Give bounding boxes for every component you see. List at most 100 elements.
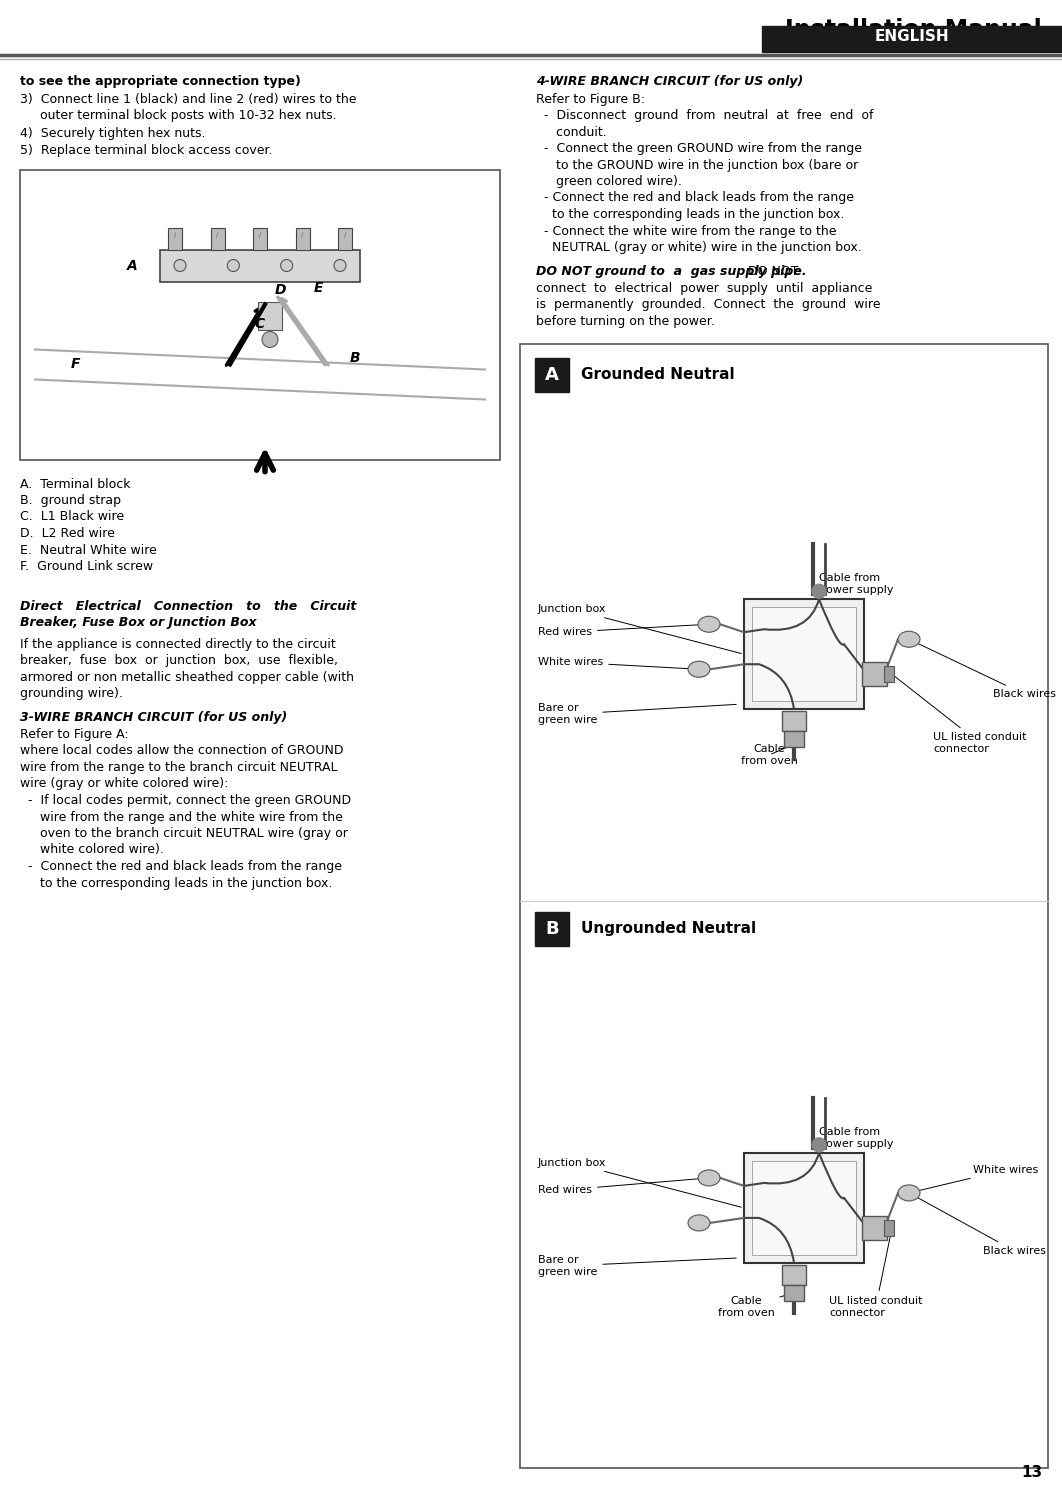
Text: wire from the range to the branch circuit NEUTRAL: wire from the range to the branch circui… bbox=[20, 761, 338, 774]
Text: Breaker, Fuse Box or Junction Box: Breaker, Fuse Box or Junction Box bbox=[20, 616, 257, 629]
Circle shape bbox=[280, 259, 293, 271]
Text: connect  to  electrical  power  supply  until  appliance: connect to electrical power supply until… bbox=[536, 282, 872, 295]
Bar bbox=[784, 1285, 804, 1300]
Text: Bare or
green wire: Bare or green wire bbox=[538, 1255, 736, 1276]
Text: D.  L2 Red wire: D. L2 Red wire bbox=[20, 527, 115, 539]
Text: Cable from
power supply: Cable from power supply bbox=[819, 1126, 893, 1165]
Bar bbox=[752, 1161, 856, 1255]
Text: White wires: White wires bbox=[911, 1165, 1039, 1192]
Text: Direct   Electrical   Connection   to   the   Circuit: Direct Electrical Connection to the Circ… bbox=[20, 599, 357, 613]
Text: E: E bbox=[313, 280, 323, 295]
Circle shape bbox=[335, 259, 346, 271]
Bar bbox=[744, 599, 864, 709]
Text: A: A bbox=[545, 366, 559, 383]
Text: to the corresponding leads in the junction box.: to the corresponding leads in the juncti… bbox=[20, 876, 332, 890]
Circle shape bbox=[812, 584, 826, 598]
Bar bbox=[258, 301, 282, 330]
Text: C.  L1 Black wire: C. L1 Black wire bbox=[20, 511, 124, 523]
Circle shape bbox=[174, 259, 186, 271]
Text: - Connect the red and black leads from the range: - Connect the red and black leads from t… bbox=[536, 192, 854, 205]
Text: to the corresponding leads in the junction box.: to the corresponding leads in the juncti… bbox=[536, 208, 844, 222]
Text: Junction box: Junction box bbox=[538, 604, 741, 653]
Text: where local codes allow the connection of GROUND: where local codes allow the connection o… bbox=[20, 745, 343, 758]
Bar bbox=[782, 1264, 806, 1285]
Ellipse shape bbox=[698, 616, 720, 632]
Text: breaker,  fuse  box  or  junction  box,  use  flexible,: breaker, fuse box or junction box, use f… bbox=[20, 655, 338, 667]
Text: wire (gray or white colored wire):: wire (gray or white colored wire): bbox=[20, 777, 228, 791]
Bar bbox=[782, 712, 806, 731]
Text: 3-WIRE BRANCH CIRCUIT (for US only): 3-WIRE BRANCH CIRCUIT (for US only) bbox=[20, 712, 287, 725]
Text: NEUTRAL (gray or white) wire in the junction box.: NEUTRAL (gray or white) wire in the junc… bbox=[536, 241, 861, 255]
Bar bbox=[168, 228, 182, 250]
Text: white colored wire).: white colored wire). bbox=[20, 843, 164, 857]
Bar bbox=[784, 731, 804, 748]
Text: ENGLISH: ENGLISH bbox=[875, 28, 949, 43]
Ellipse shape bbox=[898, 631, 920, 647]
Text: DO NOT ground to  a  gas supply pipe.: DO NOT ground to a gas supply pipe. bbox=[536, 265, 807, 279]
Text: -  Disconnect  ground  from  neutral  at  free  end  of: - Disconnect ground from neutral at free… bbox=[536, 109, 874, 121]
Text: /: / bbox=[174, 232, 176, 238]
Bar bbox=[752, 607, 856, 701]
Bar bbox=[744, 1153, 864, 1263]
Text: /: / bbox=[344, 232, 346, 238]
Ellipse shape bbox=[688, 661, 710, 677]
Text: F: F bbox=[70, 358, 80, 372]
Text: armored or non metallic sheathed copper cable (with: armored or non metallic sheathed copper … bbox=[20, 671, 354, 683]
Text: Cable
from oven: Cable from oven bbox=[740, 745, 798, 765]
Text: grounding wire).: grounding wire). bbox=[20, 688, 123, 700]
Bar bbox=[295, 228, 309, 250]
Bar bbox=[520, 343, 1048, 1468]
Text: Black wires: Black wires bbox=[911, 1194, 1046, 1255]
Bar bbox=[862, 662, 887, 686]
Text: to the GROUND wire in the junction box (bare or: to the GROUND wire in the junction box (… bbox=[536, 159, 858, 171]
Bar bbox=[763, 25, 1062, 52]
Text: -  Connect the red and black leads from the range: - Connect the red and black leads from t… bbox=[20, 860, 342, 873]
Text: - Connect the white wire from the range to the: - Connect the white wire from the range … bbox=[536, 225, 837, 238]
Bar bbox=[253, 228, 267, 250]
Text: Cable from
power supply: Cable from power supply bbox=[819, 574, 893, 671]
Bar bbox=[884, 1219, 894, 1236]
Text: conduit.: conduit. bbox=[536, 126, 606, 138]
Text: Cable
from oven: Cable from oven bbox=[718, 1294, 791, 1318]
Bar bbox=[160, 250, 360, 282]
Bar bbox=[884, 667, 894, 682]
Text: C: C bbox=[255, 316, 266, 331]
Text: /: / bbox=[302, 232, 304, 238]
Text: If the appliance is connected directly to the circuit: If the appliance is connected directly t… bbox=[20, 638, 336, 650]
Text: green colored wire).: green colored wire). bbox=[536, 175, 682, 189]
Text: A: A bbox=[126, 259, 137, 273]
Text: B.  ground strap: B. ground strap bbox=[20, 494, 121, 506]
Text: Junction box: Junction box bbox=[538, 1158, 741, 1207]
Text: /: / bbox=[259, 232, 261, 238]
Bar bbox=[535, 912, 569, 945]
Text: F.  Ground Link screw: F. Ground Link screw bbox=[20, 560, 153, 574]
Text: 13: 13 bbox=[1021, 1465, 1042, 1480]
Text: Ungrounded Neutral: Ungrounded Neutral bbox=[581, 921, 756, 936]
Text: is  permanently  grounded.  Connect  the  ground  wire: is permanently grounded. Connect the gro… bbox=[536, 298, 880, 312]
Text: 3)  Connect line 1 (black) and line 2 (red) wires to the: 3) Connect line 1 (black) and line 2 (re… bbox=[20, 93, 357, 106]
Text: Red wires: Red wires bbox=[538, 1177, 706, 1195]
Text: 4)  Securely tighten hex nuts.: 4) Securely tighten hex nuts. bbox=[20, 126, 206, 139]
Bar bbox=[210, 228, 224, 250]
Text: D: D bbox=[274, 283, 286, 297]
Text: 4-WIRE BRANCH CIRCUIT (for US only): 4-WIRE BRANCH CIRCUIT (for US only) bbox=[536, 75, 803, 88]
Text: Black wires: Black wires bbox=[911, 641, 1056, 700]
Text: B: B bbox=[545, 920, 559, 938]
Ellipse shape bbox=[698, 1170, 720, 1186]
Text: Bare or
green wire: Bare or green wire bbox=[538, 704, 736, 725]
Text: wire from the range and the white wire from the: wire from the range and the white wire f… bbox=[20, 810, 343, 824]
Circle shape bbox=[812, 1138, 826, 1152]
Text: DO NOT: DO NOT bbox=[744, 265, 799, 279]
Bar bbox=[535, 358, 569, 391]
Text: Refer to Figure A:: Refer to Figure A: bbox=[20, 728, 129, 742]
Text: E.  Neutral White wire: E. Neutral White wire bbox=[20, 544, 157, 556]
Text: Refer to Figure B:: Refer to Figure B: bbox=[536, 93, 645, 105]
Text: -  If local codes permit, connect the green GROUND: - If local codes permit, connect the gre… bbox=[20, 794, 352, 807]
Circle shape bbox=[262, 331, 278, 348]
Text: White wires: White wires bbox=[538, 658, 697, 670]
Text: to see the appropriate connection type): to see the appropriate connection type) bbox=[20, 75, 301, 88]
Text: /: / bbox=[217, 232, 219, 238]
Text: UL listed conduit
connector: UL listed conduit connector bbox=[894, 676, 1027, 753]
Text: A.  Terminal block: A. Terminal block bbox=[20, 478, 131, 490]
Text: B: B bbox=[349, 351, 360, 364]
